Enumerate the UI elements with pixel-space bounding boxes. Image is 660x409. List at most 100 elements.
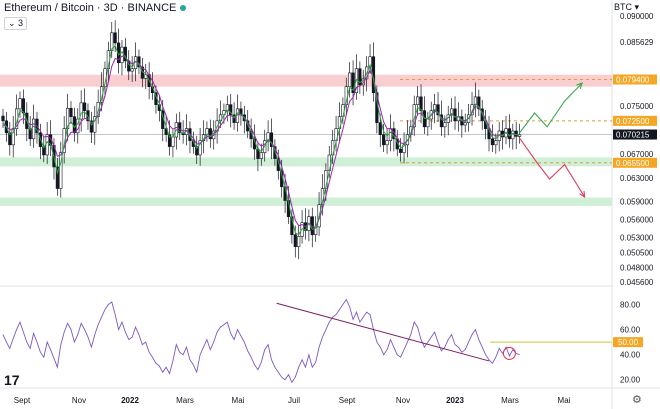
candle-body-72 — [246, 120, 250, 132]
candle-body-129 — [439, 114, 444, 128]
candle-body-18 — [62, 128, 66, 153]
candle-body-118 — [402, 144, 406, 153]
price-label-2: 0.070215 — [616, 131, 650, 140]
currency-selector[interactable]: BTC ▾ — [614, 2, 640, 12]
candle-body-26 — [89, 120, 93, 133]
price-tick-4: 0.063000 — [620, 174, 654, 183]
candle-body-127 — [433, 104, 437, 111]
candle-body-139 — [473, 96, 478, 105]
price-tick-8: 0.050500 — [620, 249, 654, 258]
price-tick-3: 0.067000 — [620, 150, 654, 159]
forecast-arrowhead-0 — [576, 82, 583, 89]
candle-body-3 — [11, 128, 15, 146]
candle-body-133 — [453, 108, 457, 122]
candle-body-145 — [494, 140, 498, 146]
indicator-count: 3 — [18, 18, 24, 28]
candle-body-2 — [8, 132, 12, 146]
symbol-title[interactable]: Ethereum / Bitcoin · 3D · BINANCE — [4, 2, 177, 14]
candle-body-144 — [490, 138, 495, 146]
candle-body-86 — [293, 234, 297, 247]
candle-body-136 — [463, 122, 467, 126]
rsi-circle-marker — [502, 346, 516, 360]
candle-body-68 — [232, 114, 236, 123]
candle-body-20 — [69, 107, 73, 117]
candle-body-13 — [45, 134, 49, 156]
candle-body-79 — [269, 132, 274, 147]
candle-body-114 — [388, 128, 393, 141]
chart-header: Ethereum / Bitcoin · 3D · BINANCE — [4, 2, 187, 14]
candle-body-33 — [113, 32, 117, 44]
candle-body-0 — [1, 115, 5, 122]
price-label-1: 0.072500 — [616, 117, 650, 126]
rsi-line — [2, 298, 520, 384]
zone-2 — [0, 197, 612, 206]
price-label-box-0 — [613, 74, 657, 85]
x-tick-9: Mars — [501, 396, 519, 405]
indicators-toggle-button[interactable]: ⌄ 3 — [4, 17, 28, 30]
forecast-path-0 — [519, 82, 583, 134]
x-tick-7: Nov — [396, 396, 410, 405]
x-tick-0: Sept — [14, 396, 31, 405]
candle-body-38 — [130, 68, 134, 72]
candle-body-112 — [382, 134, 386, 146]
rsi-level-label-box — [613, 337, 643, 348]
price-tick-6: 0.056000 — [620, 216, 654, 225]
x-tick-6: Sept — [339, 396, 356, 405]
candle-body-150 — [511, 130, 515, 140]
candle-body-113 — [385, 140, 389, 146]
candle-body-21 — [72, 116, 76, 134]
rsi-tick-1: 60.00 — [620, 326, 641, 335]
candle-body-27 — [93, 116, 97, 133]
candle-body-102 — [348, 72, 352, 87]
candle-body-5 — [18, 98, 22, 110]
candle-body-140 — [477, 96, 481, 110]
x-tick-3: Mars — [176, 396, 194, 405]
zone-0 — [0, 74, 612, 87]
candle-body-76 — [259, 152, 263, 159]
candle-body-80 — [273, 146, 277, 159]
candle-body-17 — [59, 152, 63, 189]
price-tick-0: 0.090000 — [620, 12, 654, 21]
x-tick-2: 2022 — [121, 396, 139, 405]
settings-gear-icon[interactable]: ⚙ — [632, 394, 642, 406]
candle-body-50 — [171, 136, 175, 147]
ema-short-line — [2, 45, 520, 236]
tradingview-logo-icon[interactable]: 17 — [4, 372, 20, 388]
x-tick-10: Mai — [558, 396, 571, 405]
price-label-box-4 — [613, 157, 657, 168]
price-tick-1: 0.085629 — [620, 38, 654, 47]
candle-body-111 — [378, 122, 382, 135]
rsi-tick-0: 80.00 — [620, 301, 641, 310]
candle-body-58 — [198, 140, 202, 156]
price-label-box-2 — [613, 129, 657, 140]
currency-label: BTC — [614, 2, 632, 12]
candle-body-49 — [167, 134, 172, 147]
price-label-4: 0.065500 — [616, 159, 650, 168]
candle-body-57 — [195, 146, 199, 156]
candle-body-105 — [358, 68, 362, 86]
price-tick-2: 0.075000 — [620, 102, 654, 111]
rsi-tick-3: 20.00 — [620, 376, 641, 385]
forecast-path-1 — [519, 137, 586, 198]
price-tick-9: 0.048000 — [620, 264, 654, 273]
candle-body-117 — [399, 148, 403, 153]
rsi-level-label: 50.00 — [618, 338, 639, 347]
x-tick-5: Juil — [288, 396, 300, 405]
candle-body-149 — [507, 128, 512, 140]
rsi-trendline — [276, 302, 490, 362]
candle-body-67 — [229, 104, 233, 116]
candle-body-103 — [351, 72, 355, 93]
candle-body-61 — [208, 128, 212, 140]
market-status-dot — [180, 5, 187, 12]
price-label-box-1 — [613, 115, 657, 126]
candle-body-34 — [116, 42, 121, 64]
candle-body-52 — [178, 122, 182, 134]
zone-1 — [0, 157, 612, 167]
candle-body-130 — [443, 122, 447, 128]
price-tick-7: 0.053000 — [620, 234, 654, 243]
price-tick-10: 0.045600 — [620, 278, 654, 287]
candle-body-40 — [137, 56, 141, 68]
candle-body-125 — [426, 118, 430, 128]
candle-body-87 — [297, 236, 301, 247]
